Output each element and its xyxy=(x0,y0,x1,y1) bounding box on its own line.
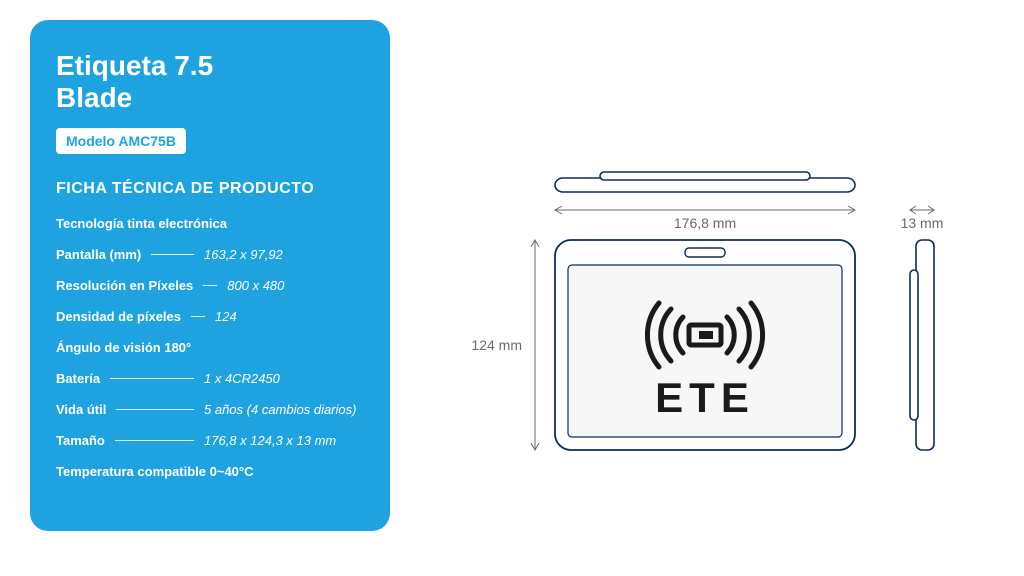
spec-value: 5 años (4 cambios diarios) xyxy=(204,402,364,417)
spec-label: Densidad de píxeles xyxy=(56,309,181,324)
spec-row: Densidad de píxeles 124 xyxy=(56,309,364,324)
spec-row: Pantalla (mm) 163,2 x 97,92 xyxy=(56,247,364,262)
spec-label: Vida útil xyxy=(56,402,106,417)
width-dimension xyxy=(555,206,855,214)
section-title: FICHA TÉCNICA DE PRODUCTO xyxy=(56,180,364,198)
depth-label: 13 mm xyxy=(901,215,944,231)
spec-value: 163,2 x 97,92 xyxy=(204,247,364,262)
spec-rule xyxy=(151,254,194,255)
width-label: 176,8 mm xyxy=(674,215,736,231)
side-view xyxy=(910,240,934,450)
spec-label: Resolución en Píxeles xyxy=(56,278,193,293)
height-dimension xyxy=(531,240,539,450)
top-view xyxy=(555,172,855,192)
spec-rule xyxy=(116,409,194,410)
product-title: Etiqueta 7.5 Blade xyxy=(56,50,364,114)
spec-angulo: Ángulo de visión 180° xyxy=(56,340,364,355)
spec-tech: Tecnología tinta electrónica xyxy=(56,216,364,231)
depth-dimension xyxy=(910,206,934,214)
spec-label: Pantalla (mm) xyxy=(56,247,141,262)
spec-temp: Temperatura compatible 0~40°C xyxy=(56,464,364,479)
spec-rule xyxy=(110,378,194,379)
spec-value: 800 x 480 xyxy=(227,278,364,293)
spec-rule xyxy=(203,285,217,286)
spec-value: 176,8 x 124,3 x 13 mm xyxy=(204,433,364,448)
spec-rule xyxy=(191,316,205,317)
spec-row: Resolución en Píxeles 800 x 480 xyxy=(56,278,364,293)
title-line1: Etiqueta 7.5 xyxy=(56,50,213,81)
spec-panel: Etiqueta 7.5 Blade Modelo AMC75B FICHA T… xyxy=(30,20,390,531)
spec-value: 124 xyxy=(215,309,364,324)
diagram-area: 176,8 mm 13 mm xyxy=(390,20,994,556)
height-label: 124 mm xyxy=(471,337,522,353)
spec-row: Tamaño 176,8 x 124,3 x 13 mm xyxy=(56,433,364,448)
spec-rule xyxy=(115,440,194,441)
spec-label: Tamaño xyxy=(56,433,105,448)
spec-value: 1 x 4CR2450 xyxy=(204,371,364,386)
title-line2: Blade xyxy=(56,82,132,113)
logo-text: ETE xyxy=(655,374,755,421)
spec-row: Batería 1 x 4CR2450 xyxy=(56,371,364,386)
product-diagram: 176,8 mm 13 mm xyxy=(450,170,970,490)
spec-row: Vida útil 5 años (4 cambios diarios) xyxy=(56,402,364,417)
model-badge: Modelo AMC75B xyxy=(56,128,186,154)
spec-label: Batería xyxy=(56,371,100,386)
